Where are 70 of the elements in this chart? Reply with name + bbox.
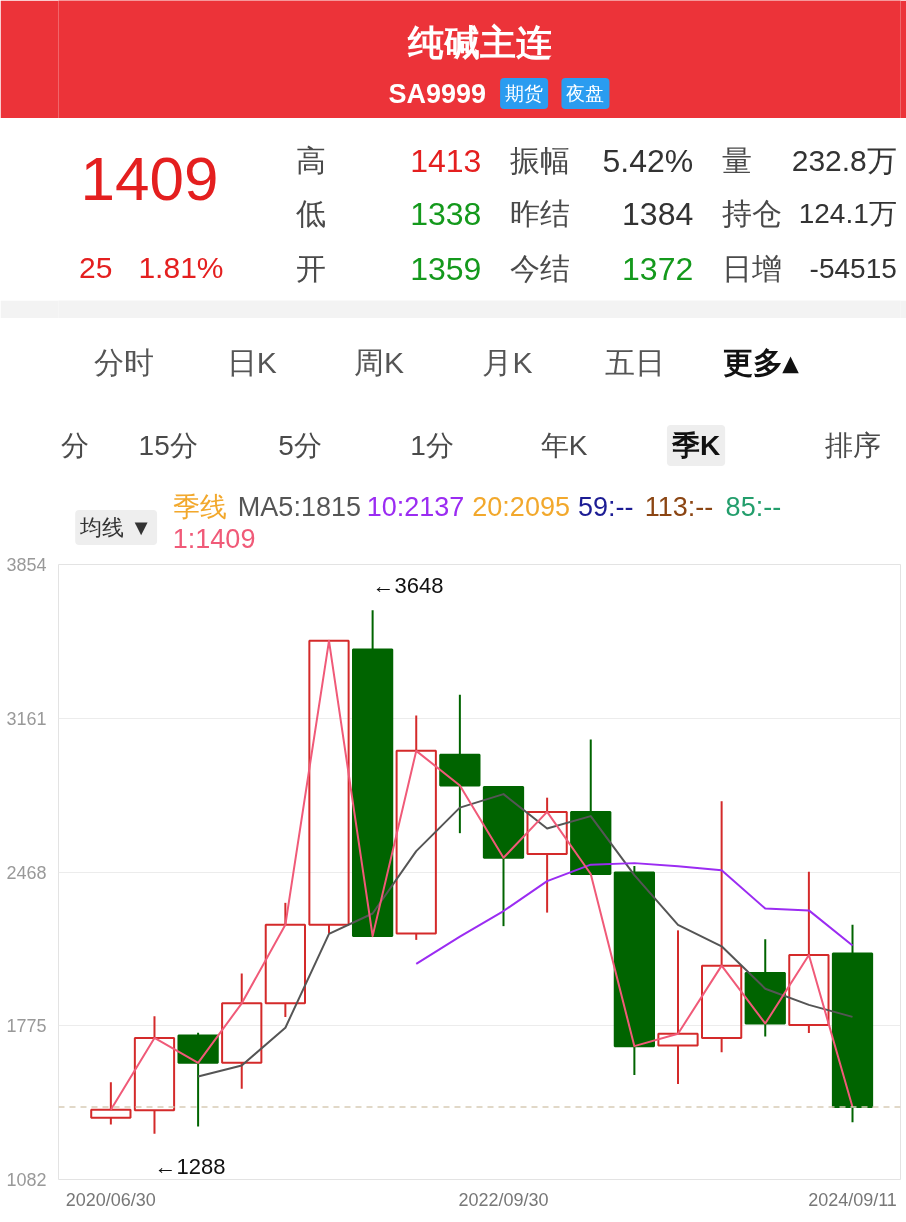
y-tick-label: 3854 — [6, 555, 47, 575]
line-series — [197, 793, 854, 1078]
text: 1409 — [80, 143, 219, 213]
text: 年K — [540, 430, 588, 461]
text: 量 — [722, 144, 753, 177]
text: 10:2137 — [366, 491, 465, 522]
text: 1分 — [410, 430, 454, 461]
text: 5.42% — [602, 142, 694, 179]
y-tick-label: 2468 — [6, 862, 47, 883]
text: 开 — [296, 252, 327, 285]
text: 纯碱主连 — [406, 22, 552, 63]
text: SA9999 — [388, 78, 487, 109]
y-tick-label: 1775 — [6, 1016, 47, 1037]
text: 月K — [482, 346, 533, 379]
line-series — [415, 862, 854, 965]
text: 分时 — [93, 346, 154, 379]
text: 五日 — [604, 346, 665, 379]
y-tick-label: 3161 — [6, 708, 47, 729]
text: 232.8万 — [791, 144, 897, 177]
candlestick — [831, 923, 874, 1124]
text: 周K — [354, 346, 405, 379]
text: 均线 ▼ — [79, 515, 153, 540]
text: 高 — [296, 144, 327, 177]
text: 1:1409 — [172, 523, 256, 554]
text: 更多▴ — [722, 346, 799, 379]
text: 日增 — [722, 252, 783, 285]
text: 1372 — [622, 250, 694, 287]
text: 振幅 — [510, 144, 571, 177]
candlestick — [526, 796, 568, 914]
candlestick — [264, 901, 306, 1019]
legend-label: 59:-- — [577, 491, 634, 522]
candlestick — [351, 609, 394, 938]
text: 15分 — [138, 430, 198, 461]
x-tick-label: 2020/06/30 — [65, 1189, 156, 1210]
text: 1413 — [410, 142, 482, 179]
candlestick — [395, 714, 437, 941]
candlestick — [221, 972, 263, 1090]
text: 夜盘 — [566, 83, 605, 104]
text: 今结 — [510, 252, 571, 285]
text: 分 — [61, 430, 90, 461]
text: MA5:1815 — [237, 491, 361, 522]
x-tick-label: 2022/09/30 — [458, 1189, 549, 1210]
candlestick — [701, 800, 743, 1054]
legend-label: 20:2095 — [472, 491, 570, 522]
candlestick — [439, 693, 481, 835]
text: 季K — [670, 430, 721, 461]
text: -54515 — [809, 253, 897, 284]
text: 1359 — [410, 250, 482, 287]
y-tick-label: 1082 — [6, 1170, 47, 1190]
text: 25 — [78, 250, 113, 284]
x-tick-label: 2024/09/11 — [808, 1189, 897, 1210]
text: 排序 — [825, 430, 882, 461]
legend-label: 113:-- — [644, 491, 714, 522]
annotation: ←1288 — [154, 1153, 226, 1179]
text: 1.81% — [138, 251, 224, 284]
text: 昨结 — [510, 197, 571, 230]
annotation: ←3648 — [372, 573, 444, 599]
text: 1384 — [622, 195, 694, 232]
candlestick — [657, 929, 699, 1086]
text: 持仓 — [722, 197, 783, 230]
candlestick — [133, 1015, 176, 1135]
text: 低 — [296, 197, 327, 230]
text: 日K — [226, 346, 277, 379]
text: 1338 — [410, 195, 482, 232]
text: 5分 — [278, 430, 322, 461]
legend-label: 85:-- — [725, 491, 782, 522]
text: 期货 — [505, 83, 544, 104]
text: 124.1万 — [798, 198, 897, 229]
legend-title: 季线 — [172, 491, 227, 522]
line-series — [109, 639, 854, 1111]
